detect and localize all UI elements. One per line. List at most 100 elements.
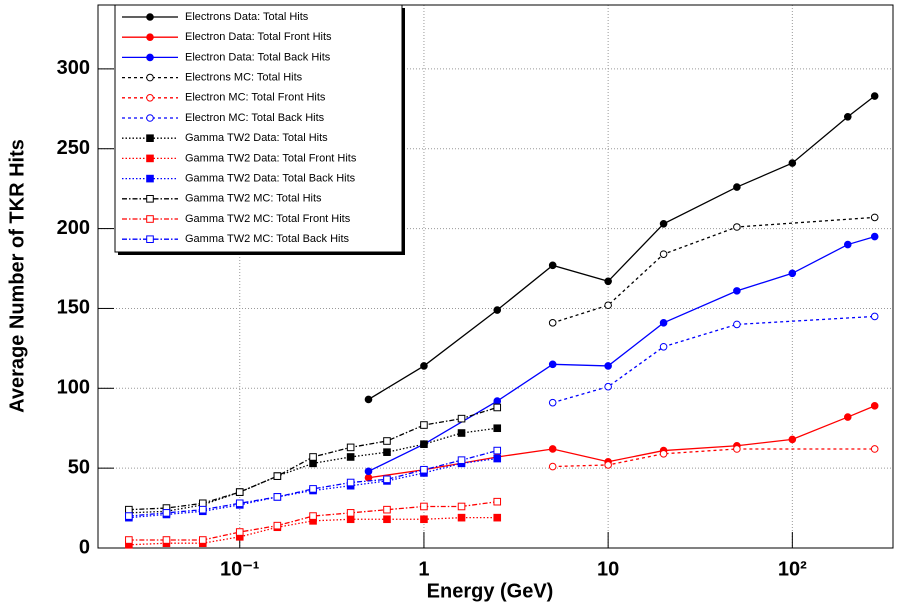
marker: [146, 174, 154, 183]
marker: [788, 159, 797, 167]
marker: [420, 515, 428, 524]
legend-label: Gamma TW2 MC: Total Front Hits: [185, 213, 351, 225]
marker: [146, 195, 154, 203]
plot-border: [97, 4, 894, 549]
legend-label: Electron Data: Total Front Hits: [185, 31, 332, 43]
marker: [309, 453, 317, 461]
marker: [870, 232, 879, 241]
marker: [125, 536, 133, 544]
marker: [146, 94, 154, 102]
marker: [788, 269, 797, 278]
marker: [659, 250, 668, 258]
marker: [493, 424, 502, 433]
marker: [146, 13, 154, 21]
marker: [659, 319, 668, 327]
marker: [146, 134, 154, 142]
marker: [125, 512, 133, 520]
marker: [420, 465, 428, 474]
x-tick-label: 10: [597, 558, 619, 580]
legend-label: Gamma TW2 Data: Total Back Hits: [185, 173, 356, 185]
marker: [493, 454, 502, 463]
marker: [457, 414, 466, 423]
x-axis-title: Energy (GeV): [427, 580, 554, 602]
marker: [493, 403, 502, 412]
legend-label: Gamma TW2 Data: Total Hits: [185, 132, 328, 144]
y-tick-label: 50: [68, 456, 90, 478]
marker: [604, 362, 612, 370]
marker: [346, 443, 355, 452]
marker: [548, 445, 557, 453]
marker: [420, 362, 428, 370]
legend-box: [114, 4, 403, 253]
series-line: [368, 235, 875, 472]
marker: [493, 397, 502, 405]
marker: [346, 509, 355, 517]
y-tick-label: 300: [57, 57, 90, 79]
marker: [733, 320, 741, 329]
marker: [870, 213, 879, 222]
marker: [548, 319, 557, 327]
y-axis-title: Average Number of TKR Hits: [6, 139, 28, 413]
legend-label: Electrons MC: Total Hits: [185, 72, 303, 84]
marker: [870, 92, 879, 100]
marker: [733, 183, 741, 191]
marker: [198, 536, 207, 544]
marker: [843, 240, 852, 249]
series-line: [368, 95, 876, 401]
marker: [870, 312, 879, 321]
marker: [870, 445, 879, 453]
marker: [162, 536, 171, 544]
marker: [457, 513, 466, 522]
y-tick-label: 200: [57, 217, 90, 239]
marker: [146, 154, 154, 163]
marker: [309, 512, 317, 520]
marker: [162, 509, 171, 517]
marker: [733, 445, 741, 453]
series-line: [128, 406, 498, 511]
legend-label: Electron Data: Total Back Hits: [185, 51, 331, 63]
marker: [146, 33, 154, 42]
y-tick-label: 250: [57, 137, 90, 159]
x-tick-label: 10⁻¹: [220, 558, 260, 580]
marker: [457, 456, 466, 464]
legend-label: Electron MC: Total Back Hits: [185, 112, 325, 124]
marker: [843, 112, 852, 121]
marker: [383, 437, 391, 445]
legend-label: Gamma TW2 MC: Total Hits: [185, 193, 322, 205]
legend: Electrons Data: Total Hits Electron Data:…: [114, 4, 405, 255]
y-tick-label: 100: [57, 377, 90, 399]
marker: [870, 402, 879, 410]
legend-label: Electrons Data: Total Hits: [185, 11, 309, 23]
marker: [235, 528, 244, 536]
marker: [146, 235, 154, 243]
marker: [420, 421, 428, 429]
marker: [733, 287, 741, 295]
x-tick-label: 1: [418, 558, 429, 580]
marker: [548, 261, 557, 270]
marker: [309, 459, 317, 468]
marker: [548, 462, 557, 471]
marker: [146, 73, 154, 82]
marker: [364, 395, 373, 404]
marker: [346, 515, 355, 524]
marker: [364, 473, 373, 482]
x-tick-label: 10²: [778, 558, 807, 580]
y-tick-label: 0: [79, 536, 90, 558]
marker: [604, 277, 612, 286]
marker: [235, 499, 244, 508]
marker: [788, 435, 797, 444]
marker: [383, 515, 391, 524]
marker: [548, 398, 557, 407]
marker: [493, 306, 502, 314]
legend-label: Gamma TW2 MC: Total Back Hits: [185, 233, 350, 245]
marker: [235, 488, 244, 496]
marker: [604, 461, 612, 469]
marker: [457, 429, 466, 437]
marker: [273, 472, 282, 480]
marker: [346, 478, 355, 487]
marker: [198, 505, 207, 514]
marker: [493, 513, 502, 522]
marker: [457, 502, 466, 511]
marker: [659, 449, 668, 458]
